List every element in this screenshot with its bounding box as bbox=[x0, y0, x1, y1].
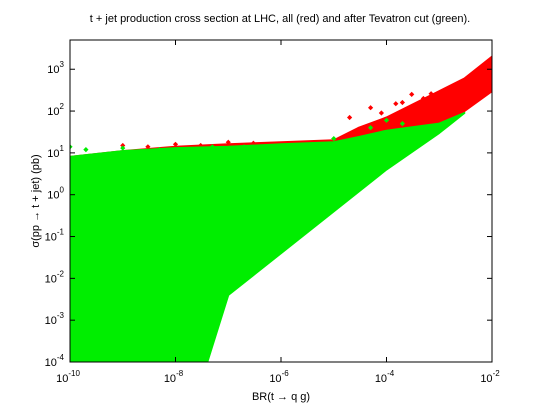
y-tick-label-7: 103 bbox=[47, 60, 64, 76]
data-point-all-6 bbox=[347, 114, 353, 121]
y-axis-ticks: 10-4 10-3 10-2 10-1 100 101 102 103 bbox=[45, 60, 492, 369]
y-tick-label-3: 10-1 bbox=[45, 228, 65, 244]
data-point-all-5 bbox=[250, 140, 256, 146]
data-point-all-2 bbox=[172, 141, 179, 147]
data-point-after-tevatron-cut-4 bbox=[209, 144, 215, 150]
y-tick-label-2: 10-2 bbox=[45, 269, 65, 285]
data-point-after-tevatron-cut-9 bbox=[399, 121, 405, 127]
x-tick-label-2: 10-6 bbox=[269, 369, 289, 385]
y-tick-label-0: 10-4 bbox=[45, 353, 65, 369]
x-axis-label: BR(t → q g) bbox=[252, 391, 310, 403]
data-point-all-4 bbox=[225, 139, 231, 145]
y-axis-label: σ(pp → t + jet) (pb) bbox=[30, 154, 42, 247]
chart-title: t + jet production cross section at LHC,… bbox=[90, 13, 470, 25]
data-point-all-1 bbox=[145, 144, 151, 150]
data-point-all-13 bbox=[428, 91, 434, 97]
data-point-all-8 bbox=[378, 110, 384, 116]
y-tick-label-5: 101 bbox=[47, 144, 64, 160]
data-point-after-tevatron-cut-3 bbox=[157, 147, 163, 153]
data-point-all-12 bbox=[420, 95, 426, 102]
data-point-after-tevatron-cut-5 bbox=[241, 144, 247, 150]
series-after-tevatron-cut bbox=[70, 112, 466, 362]
x-axis-ticks: 10-10 10-8 10-6 10-4 10-2 bbox=[56, 40, 500, 385]
data-point-all-7 bbox=[368, 105, 374, 111]
data-point-after-tevatron-cut-7 bbox=[368, 125, 374, 131]
x-tick-label-4: 10-2 bbox=[480, 369, 500, 385]
x-tick-label-1: 10-8 bbox=[164, 369, 184, 385]
y-tick-label-6: 102 bbox=[47, 102, 64, 118]
data-point-after-tevatron-cut-1 bbox=[83, 147, 89, 153]
data-point-all-10 bbox=[399, 99, 405, 106]
x-tick-label-0: 10-10 bbox=[56, 369, 80, 385]
data-point-after-tevatron-cut-6 bbox=[331, 136, 337, 142]
data-point-after-tevatron-cut-8 bbox=[383, 117, 390, 123]
data-point-after-tevatron-cut-0 bbox=[70, 144, 73, 150]
data-point-all-11 bbox=[409, 91, 415, 97]
data-point-after-tevatron-cut-2 bbox=[120, 145, 126, 151]
data-point-all-9 bbox=[393, 101, 399, 107]
series-region-after-tevatron-cut bbox=[70, 112, 466, 362]
y-tick-label-1: 10-3 bbox=[45, 311, 65, 327]
x-tick-label-3: 10-4 bbox=[375, 369, 395, 385]
y-tick-label-4: 100 bbox=[47, 186, 64, 202]
